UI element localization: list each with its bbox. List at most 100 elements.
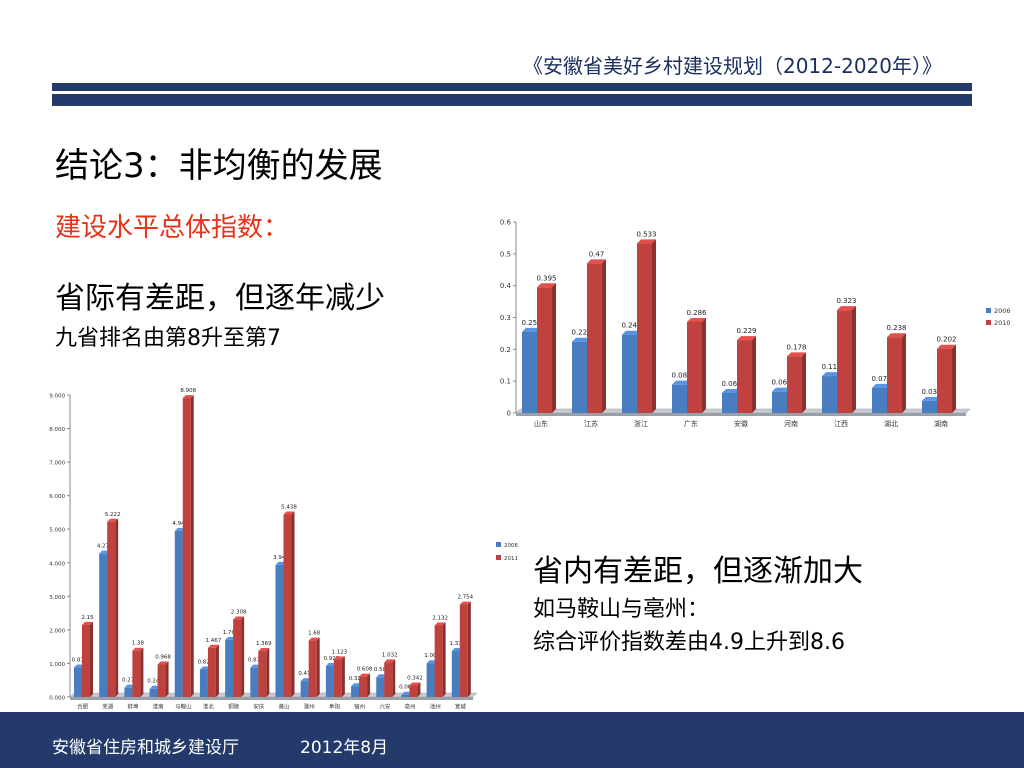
bar-side xyxy=(602,259,606,413)
bar-top xyxy=(157,661,169,665)
bar-value-label: 1.467 xyxy=(206,638,222,644)
legend-swatch-2006 xyxy=(986,308,991,313)
bar-top xyxy=(384,659,396,663)
bar-2011 xyxy=(384,662,393,697)
bar-2006 xyxy=(300,681,309,697)
provincial-index-chart: 0 0.1 0.2 0.3 0.4 0.5 0.6 0.255 0.395 山东 0.224 0.47… xyxy=(500,218,1011,428)
bar-side xyxy=(190,395,194,697)
bar-side xyxy=(702,317,706,413)
bar-top xyxy=(82,621,93,625)
category-label: 淮北 xyxy=(203,703,215,711)
bar-2006 xyxy=(325,666,334,697)
bar-value-label: 0.255 xyxy=(521,319,541,327)
bar-top xyxy=(672,380,691,385)
y-tick-label: 4.000 xyxy=(49,561,65,567)
chart-floor-edge xyxy=(70,697,473,700)
bar-top xyxy=(283,511,295,515)
bar-top xyxy=(572,337,591,342)
bar-top xyxy=(107,518,119,522)
category-label: 六安 xyxy=(379,703,391,711)
y-tick-label: 0.2 xyxy=(500,346,511,354)
y-tick-label: 0.4 xyxy=(500,282,512,290)
bar-value-label: 0.278 xyxy=(122,678,138,684)
bar-2011 xyxy=(82,624,90,697)
y-tick-label: 2.000 xyxy=(49,628,65,634)
slide-heading: 结论3：非均衡的发展 xyxy=(55,146,383,186)
bar-2010 xyxy=(637,243,652,413)
bar-value-label: 1.703 xyxy=(223,630,239,636)
bar-2006 xyxy=(401,694,410,697)
bar-value-label: 0.063 xyxy=(721,380,741,388)
bar-2006 xyxy=(872,387,887,413)
bar-value-label: 0.608 xyxy=(357,667,373,673)
bar-2006 xyxy=(622,334,637,413)
bar-value-label: 0.068 xyxy=(399,685,415,691)
bar-top xyxy=(132,647,144,651)
bar-top xyxy=(837,306,856,311)
bar-2011 xyxy=(359,676,368,697)
bar-2006 xyxy=(74,667,82,697)
bar-2011 xyxy=(233,619,242,697)
bar-top xyxy=(722,388,741,393)
category-label: 安徽 xyxy=(734,419,748,428)
bar-2011 xyxy=(434,625,443,697)
y-tick-label: 0.3 xyxy=(500,314,511,322)
bar-value-label: 1.007 xyxy=(424,653,440,659)
y-tick-label: 5.000 xyxy=(49,528,65,534)
bar-2011 xyxy=(283,514,292,697)
category-label: 宿州 xyxy=(354,703,365,711)
legend-swatch-2010 xyxy=(986,320,991,325)
category-label: 湖北 xyxy=(884,419,898,428)
bar-top xyxy=(887,333,906,338)
bar-value-label: 1.68 xyxy=(308,631,321,637)
bar-top xyxy=(737,336,756,341)
bar-top xyxy=(922,396,941,401)
bar-side xyxy=(802,352,806,413)
category-label: 湖南 xyxy=(934,419,948,428)
bar-2006 xyxy=(99,553,108,697)
bar-2006 xyxy=(451,650,460,697)
bar-2010 xyxy=(837,310,852,413)
bar-2006 xyxy=(199,669,208,697)
bar-side xyxy=(392,659,396,697)
bar-top xyxy=(622,330,641,335)
bar-2010 xyxy=(687,321,702,413)
category-label: 阜阳 xyxy=(329,703,340,711)
bar-side xyxy=(165,661,169,697)
bar-side xyxy=(902,333,906,413)
bar-top xyxy=(537,283,556,288)
bar-value-label: 0.246 xyxy=(147,679,163,685)
slide-header-title: 《安徽省美好乡村建设规划（2012-2020年）》 xyxy=(522,54,942,78)
bar-2010 xyxy=(937,348,952,413)
chart-back-wall xyxy=(70,391,477,697)
point-intraprovincial: 省内有差距，但逐渐加大 xyxy=(533,554,863,589)
bar-2006 xyxy=(250,667,259,697)
footer-band xyxy=(0,712,1024,768)
bar-value-label: 1.123 xyxy=(332,649,348,655)
bar-value-label: 5.222 xyxy=(105,512,121,518)
bar-2011 xyxy=(157,664,166,697)
bar-2011 xyxy=(409,685,418,697)
bar-top xyxy=(258,648,270,652)
point-intraprovincial-detail-2: 综合评价指数差由4.9上升到8.6 xyxy=(533,630,845,655)
y-tick-label: 3.000 xyxy=(49,595,65,601)
bar-2011 xyxy=(182,398,191,697)
point-intraprovincial-detail-1: 如马鞍山与亳州： xyxy=(533,597,710,622)
bar-side xyxy=(417,682,421,697)
category-label: 铜陵 xyxy=(228,703,240,711)
bar-2006 xyxy=(572,341,587,413)
chart-floor-edge xyxy=(516,413,966,416)
bar-side xyxy=(442,622,446,697)
bar-value-label: 0.474 xyxy=(298,671,314,677)
bar-side xyxy=(852,306,856,413)
bar-2010 xyxy=(587,263,602,413)
bar-2006 xyxy=(124,687,133,697)
bar-value-label: 0.395 xyxy=(536,274,556,282)
bar-value-label: 0.202 xyxy=(936,336,956,344)
y-tick-label: 9.000 xyxy=(49,394,65,400)
category-label: 安庆 xyxy=(253,703,265,711)
bar-2006 xyxy=(522,331,537,413)
y-tick-label: 0.5 xyxy=(500,250,511,258)
y-tick-label: 0.6 xyxy=(500,219,512,227)
category-label: 黄山 xyxy=(279,703,290,711)
